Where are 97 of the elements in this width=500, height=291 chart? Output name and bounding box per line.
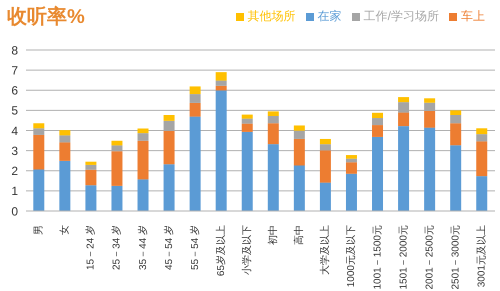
bar — [164, 130, 175, 164]
x-tick-label: 小学及以下 — [240, 225, 253, 275]
bar — [216, 86, 227, 90]
bar — [59, 135, 70, 142]
y-tick-label: 5 — [11, 104, 18, 118]
bar — [111, 140, 122, 146]
bar — [138, 133, 149, 141]
bar — [216, 80, 227, 86]
y-tick-label: 1 — [11, 184, 18, 198]
bar — [476, 134, 488, 142]
bar — [450, 123, 462, 146]
bar — [476, 128, 488, 134]
x-tick-label: 45－54 岁 — [162, 225, 175, 270]
bar — [85, 185, 96, 211]
bar — [59, 160, 70, 211]
bar — [190, 94, 201, 103]
bar — [268, 144, 279, 211]
y-tick-label: 4 — [11, 124, 18, 138]
bar — [372, 136, 384, 211]
bar — [320, 182, 331, 211]
bar — [398, 112, 410, 126]
bar — [33, 123, 44, 128]
x-tick-label: 高中 — [293, 225, 306, 245]
x-tick-label: 35－44 岁 — [136, 225, 149, 270]
bar — [138, 179, 149, 211]
bar — [294, 166, 305, 211]
y-tick-label: 3 — [11, 144, 18, 158]
x-tick-label: 女 — [58, 225, 71, 235]
bar — [164, 164, 175, 211]
y-tick-label: 6 — [11, 84, 18, 98]
bar — [268, 111, 279, 116]
x-tick-label: 2001－2500元 — [424, 225, 436, 290]
bar — [346, 174, 357, 211]
bar — [242, 114, 253, 119]
bar — [424, 98, 436, 103]
bar — [164, 115, 175, 121]
chart-title: 收听率% — [7, 4, 85, 30]
bar — [294, 138, 305, 166]
bar — [398, 97, 410, 102]
bar — [111, 151, 122, 186]
bar — [190, 86, 201, 94]
bar — [85, 162, 96, 165]
bar — [111, 186, 122, 211]
bar — [320, 150, 331, 183]
bar — [398, 126, 410, 211]
bar — [59, 142, 70, 161]
bar — [242, 132, 253, 211]
x-tick-label: 男 — [34, 225, 45, 235]
x-tick-label: 15－24 岁 — [84, 225, 97, 270]
bar — [216, 90, 227, 211]
y-tick-label: 0 — [11, 204, 18, 218]
bar — [242, 118, 253, 124]
x-tick-label: 25－34 岁 — [110, 225, 123, 270]
x-tick-label: 55－54 岁 — [188, 225, 201, 270]
y-tick-label: 8 — [11, 43, 18, 58]
bar — [242, 124, 253, 132]
bar — [85, 164, 96, 170]
x-tick-label: 初中 — [267, 225, 280, 245]
y-tick-label: 2 — [11, 164, 18, 178]
bar — [59, 130, 70, 136]
bar — [450, 145, 462, 211]
bar — [346, 162, 357, 174]
x-tick-label: 1001－1500元 — [372, 225, 384, 290]
legend-label: 工作/学习场所 — [364, 9, 439, 23]
legend-label: 其他场所 — [248, 9, 296, 23]
x-tick-label: 3001元及以上 — [475, 225, 488, 288]
bar — [190, 102, 201, 117]
bar — [138, 128, 149, 134]
bar — [268, 123, 279, 144]
x-tick-label: 65岁及以上 — [214, 225, 227, 276]
x-tick-label: 1501－2000元 — [398, 225, 410, 290]
legend-label: 在家 — [318, 9, 342, 23]
bar — [138, 140, 149, 180]
bar — [33, 170, 44, 211]
bar — [85, 170, 96, 186]
legend-label: 车上 — [461, 9, 485, 23]
bar — [424, 128, 436, 211]
x-tick-label: 大学及以上 — [319, 225, 332, 275]
bar — [346, 155, 357, 159]
bar — [33, 134, 44, 170]
bar — [450, 115, 462, 124]
bar — [320, 138, 331, 144]
bar — [476, 176, 488, 211]
bar — [372, 125, 384, 137]
bar — [372, 112, 384, 118]
bar — [476, 141, 488, 176]
bar — [268, 116, 279, 124]
bar — [450, 110, 462, 116]
bar — [294, 125, 305, 131]
bar — [424, 110, 436, 128]
bar — [346, 158, 357, 162]
bar — [372, 118, 384, 126]
x-tick-label: 2501－3000元 — [450, 225, 462, 290]
y-tick-label: 7 — [11, 63, 18, 78]
bar — [216, 72, 227, 81]
bar — [190, 116, 201, 211]
x-tick-label: 1000元及以下 — [345, 225, 358, 288]
